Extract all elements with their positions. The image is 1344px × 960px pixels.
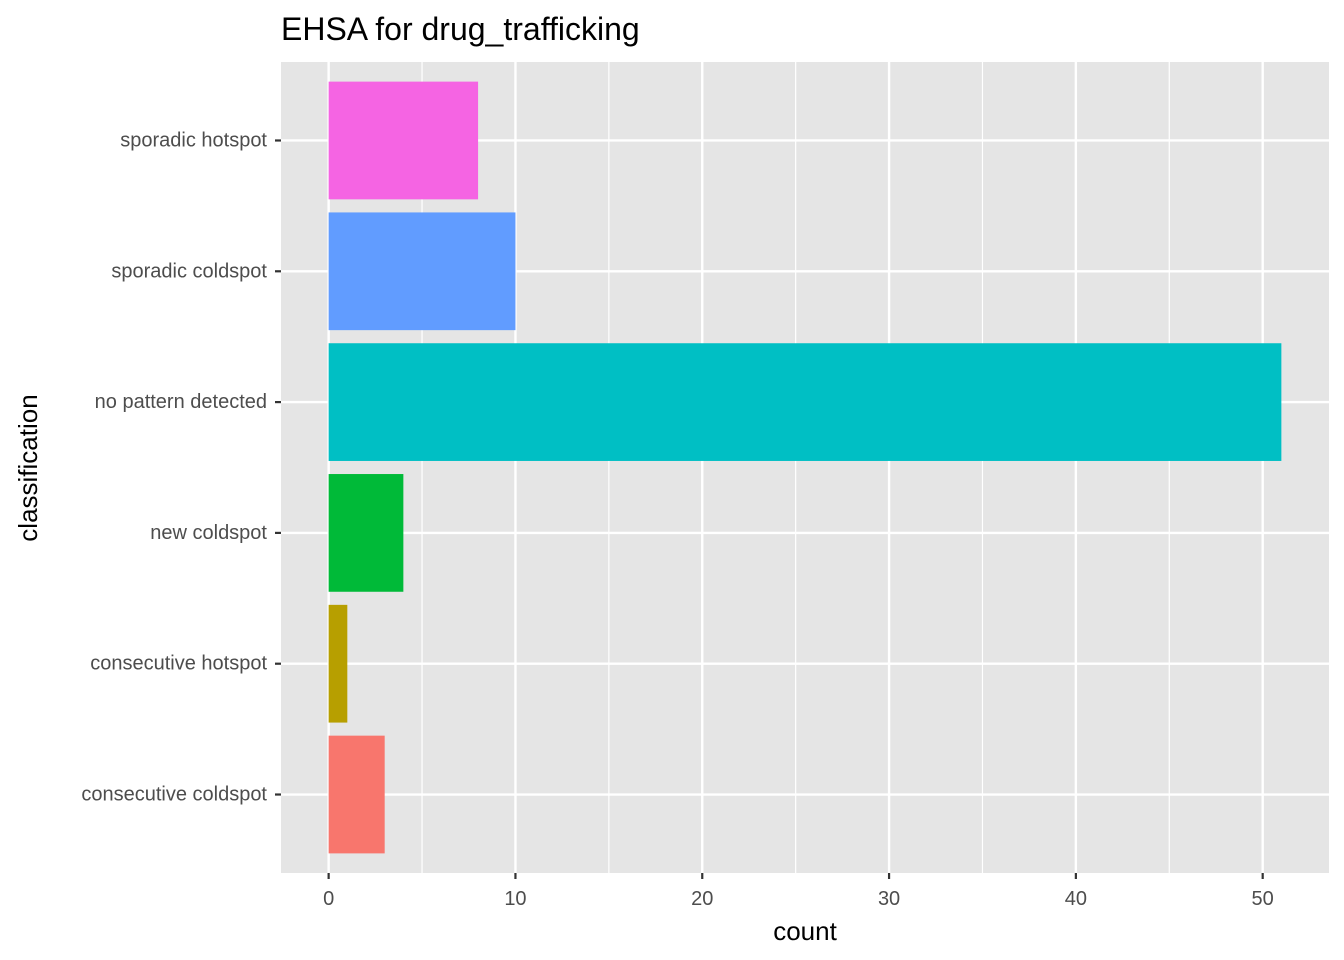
y-tick-label: no pattern detected	[95, 391, 267, 413]
y-tick-label: sporadic hotspot	[120, 129, 267, 151]
bar-consecutive-coldspot	[328, 735, 385, 854]
bar-sporadic-hotspot	[328, 81, 479, 200]
y-tick-label: consecutive coldspot	[81, 784, 267, 806]
y-tick-label: new coldspot	[150, 522, 267, 544]
x-tick-label: 30	[878, 888, 900, 910]
bars	[328, 81, 1282, 854]
bar-no-pattern-detected	[328, 343, 1282, 461]
bar-consecutive-hotspot	[328, 604, 348, 723]
x-axis-title: count	[773, 916, 837, 946]
x-tick-label: 50	[1252, 888, 1274, 910]
y-axis: consecutive coldspot consecutive hotspot n…	[81, 129, 281, 806]
y-tick-label: sporadic coldspot	[111, 260, 267, 282]
x-tick-label: 10	[504, 888, 526, 910]
bar-sporadic-coldspot	[328, 212, 516, 331]
x-tick-label: 0	[323, 888, 334, 910]
y-tick-label: consecutive hotspot	[90, 653, 267, 675]
x-tick-label: 40	[1065, 888, 1087, 910]
x-tick-label: 20	[691, 888, 713, 910]
x-axis: 0 10 20 30 40 50	[323, 873, 1274, 910]
y-axis-title: classification	[13, 394, 43, 541]
bar-new-coldspot	[328, 474, 404, 592]
chart-title: EHSA for drug_trafficking	[281, 11, 640, 47]
